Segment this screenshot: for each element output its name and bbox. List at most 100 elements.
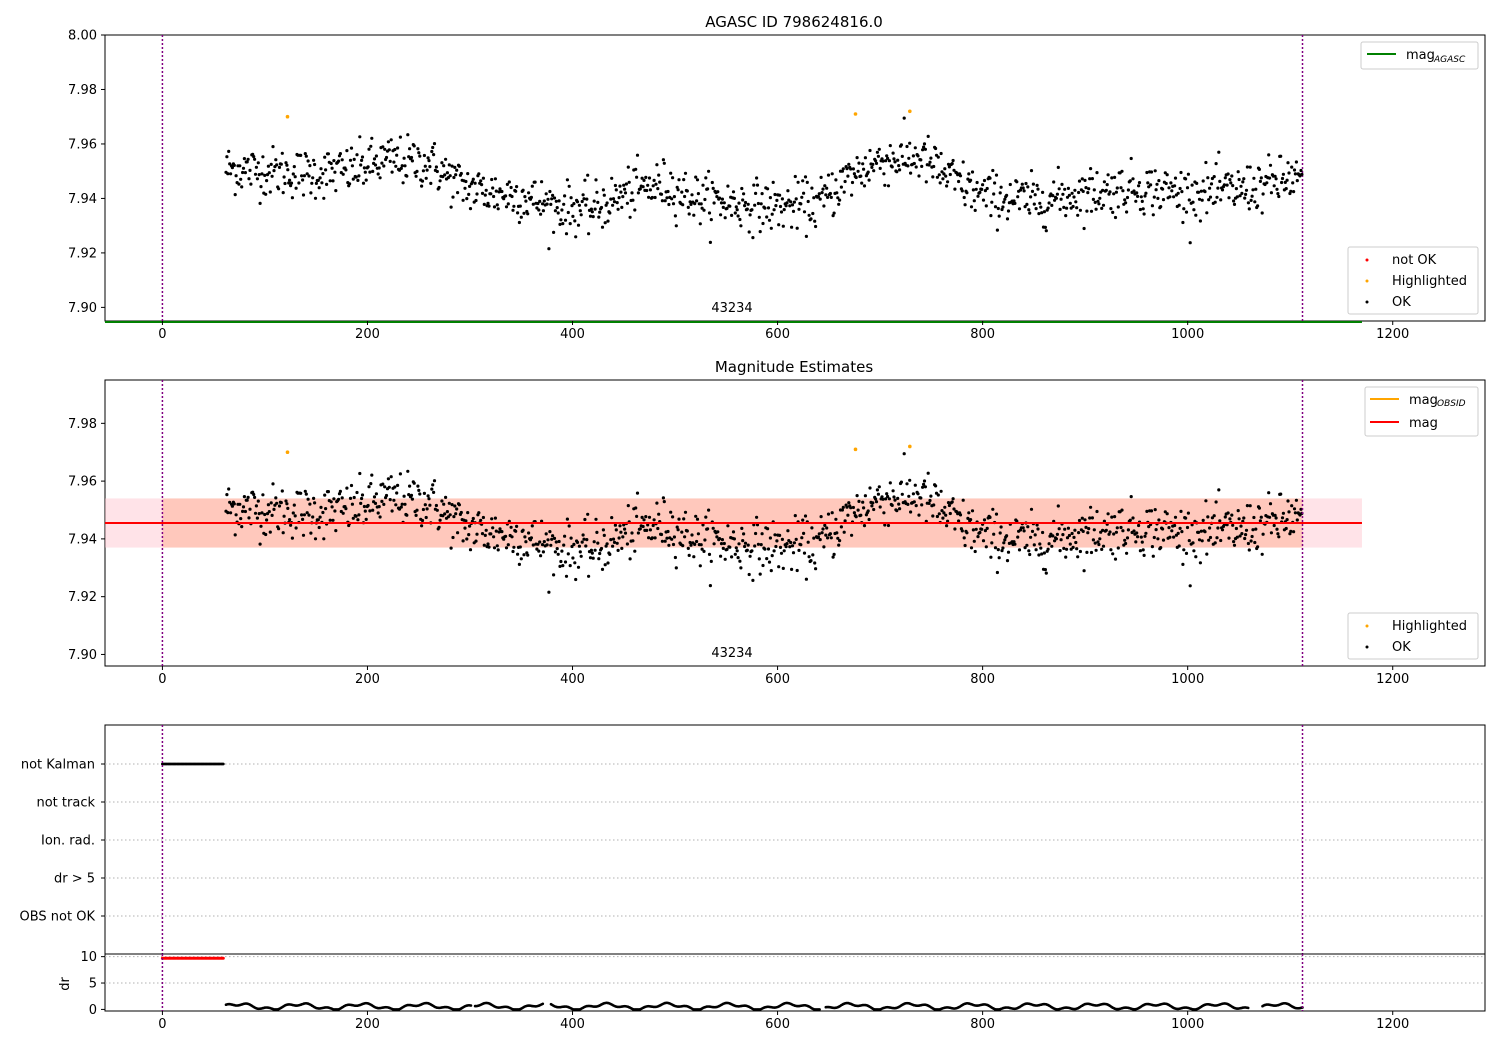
ok-point — [755, 176, 759, 180]
ok-point — [732, 196, 737, 200]
ok-point — [1187, 198, 1191, 202]
ok-point — [1024, 181, 1028, 186]
ok-point — [1182, 207, 1186, 211]
ok-point — [1086, 531, 1090, 535]
ok-point — [332, 159, 336, 163]
ok-point — [602, 193, 606, 197]
ok-point — [474, 539, 478, 543]
ok-point — [1172, 535, 1176, 539]
ok-point — [863, 494, 868, 498]
ok-point — [367, 147, 371, 151]
ok-point — [498, 527, 502, 531]
ok-point — [816, 535, 821, 539]
ok-point — [393, 147, 397, 152]
ok-point — [383, 485, 387, 489]
ok-point — [1066, 186, 1070, 190]
ok-point — [974, 187, 978, 191]
ok-point — [554, 199, 558, 203]
ok-point — [770, 212, 774, 216]
ok-point — [784, 545, 788, 549]
ok-point — [299, 153, 303, 157]
ok-point — [1226, 511, 1230, 515]
ok-point — [555, 547, 559, 551]
p4-ytick-label: 5 — [89, 977, 97, 992]
ok-point — [1159, 546, 1163, 550]
ok-point — [1234, 187, 1238, 191]
ok-point — [1114, 530, 1118, 534]
ok-point — [468, 184, 472, 188]
ok-point — [242, 495, 246, 499]
ok-point — [969, 178, 973, 182]
ok-point — [641, 185, 645, 189]
ok-point — [392, 498, 396, 502]
ok-point — [591, 556, 595, 560]
ok-point — [409, 493, 414, 497]
ok-point — [952, 168, 956, 172]
ok-point — [1237, 177, 1241, 182]
ok-point — [564, 232, 569, 236]
ok-point — [797, 548, 801, 553]
ok-point — [1022, 529, 1026, 533]
ok-point — [1256, 204, 1260, 208]
ok-point — [1106, 512, 1110, 516]
ok-point — [1125, 210, 1129, 214]
ok-point — [772, 208, 776, 212]
ok-point — [906, 502, 910, 506]
ok-point — [524, 540, 528, 544]
ok-point — [271, 145, 275, 149]
ok-point — [1184, 177, 1188, 181]
ok-point — [526, 212, 530, 216]
ok-point — [599, 205, 604, 210]
ok-point — [1061, 533, 1065, 537]
ok-point — [557, 539, 561, 544]
ok-point — [608, 552, 612, 557]
ok-point — [417, 488, 421, 492]
ok-point — [334, 189, 338, 193]
ok-point — [418, 154, 422, 158]
ok-point — [863, 156, 868, 160]
ok-point — [576, 565, 581, 569]
ok-point — [330, 166, 334, 170]
ok-point — [785, 542, 789, 546]
ok-point — [530, 524, 534, 528]
ok-point — [935, 175, 940, 179]
ok-point — [993, 181, 997, 185]
ok-point — [468, 207, 473, 211]
ok-point — [563, 534, 567, 538]
ok-point — [1230, 174, 1234, 178]
ok-point — [780, 197, 785, 201]
p2-xtick-label: 1200 — [1376, 672, 1409, 687]
ok-point — [1234, 526, 1238, 531]
ok-point — [249, 182, 253, 186]
ok-point — [496, 207, 500, 211]
ok-point — [817, 192, 821, 196]
ok-point — [738, 559, 742, 563]
ok-point — [996, 206, 1000, 211]
ok-point — [370, 473, 374, 477]
ok-point — [390, 170, 394, 174]
ok-point — [548, 189, 552, 194]
ok-point — [993, 205, 998, 209]
ok-point — [393, 485, 397, 489]
ok-point — [1012, 199, 1016, 203]
ok-point — [1253, 540, 1257, 545]
ok-point — [1005, 193, 1009, 197]
ok-point — [1283, 180, 1287, 184]
ok-point — [1023, 546, 1027, 550]
ok-point — [422, 153, 426, 158]
ok-point — [1098, 537, 1102, 541]
ok-point — [909, 510, 913, 514]
panel1-title: AGASC ID 798624816.0 — [705, 13, 883, 31]
ok-point — [914, 165, 918, 169]
ok-point — [683, 510, 688, 514]
ok-point — [1247, 207, 1251, 211]
ok-point — [282, 514, 286, 518]
ok-point — [420, 184, 424, 188]
ok-point — [452, 515, 456, 519]
ok-point — [695, 539, 699, 544]
ok-point — [1196, 190, 1201, 194]
ok-point — [470, 180, 474, 184]
ok-point — [917, 513, 921, 517]
ok-point — [874, 159, 878, 163]
ok-point — [402, 494, 406, 498]
